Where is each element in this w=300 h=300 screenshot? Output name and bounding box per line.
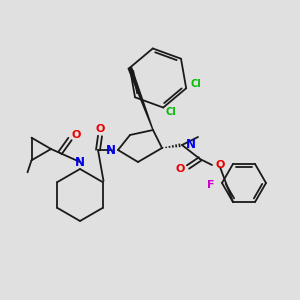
Text: N: N xyxy=(106,143,116,157)
Text: O: O xyxy=(215,160,224,170)
Polygon shape xyxy=(128,67,153,130)
Text: Cl: Cl xyxy=(190,79,201,89)
Text: Cl: Cl xyxy=(165,106,176,116)
Text: O: O xyxy=(71,130,81,140)
Text: O: O xyxy=(175,164,185,174)
Text: O: O xyxy=(95,124,105,134)
Text: N: N xyxy=(75,155,85,169)
Text: N: N xyxy=(186,139,196,152)
Text: F: F xyxy=(206,180,214,190)
